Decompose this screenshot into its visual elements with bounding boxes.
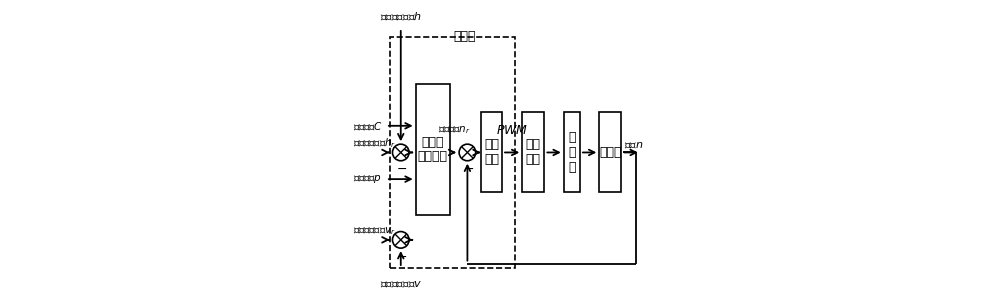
Text: 空气压力$p$: 空气压力$p$ [353, 173, 382, 185]
Text: 实际飞行高度$h$: 实际飞行高度$h$ [380, 10, 422, 22]
Text: −: − [397, 163, 407, 176]
Text: $PWM$: $PWM$ [496, 124, 528, 137]
Text: 发动机
控制规律: 发动机 控制规律 [418, 135, 448, 164]
FancyBboxPatch shape [599, 112, 621, 193]
Text: 执行
机构: 执行 机构 [484, 138, 499, 167]
Text: −: − [397, 251, 407, 263]
FancyBboxPatch shape [564, 112, 580, 193]
Text: 空气温度$C$: 空气温度$C$ [353, 120, 383, 132]
FancyBboxPatch shape [522, 112, 544, 193]
Text: 齿
轮
泵: 齿 轮 泵 [568, 131, 576, 174]
Text: 发动机: 发动机 [599, 146, 622, 159]
FancyBboxPatch shape [416, 84, 450, 215]
Text: 目标飞行高度$h_r$: 目标飞行高度$h_r$ [353, 136, 396, 150]
Text: 目标飞行速度$v_r$: 目标飞行速度$v_r$ [353, 225, 396, 237]
Text: −: − [463, 163, 474, 176]
Text: 实际飞行速度$v$: 实际飞行速度$v$ [380, 279, 422, 289]
FancyBboxPatch shape [481, 112, 502, 193]
Text: 下位机: 下位机 [453, 30, 476, 43]
Text: 目标转速$n_r$: 目标转速$n_r$ [438, 124, 471, 136]
Text: 转速$n$: 转速$n$ [624, 140, 644, 150]
Text: 伺服
驱动: 伺服 驱动 [526, 138, 541, 167]
